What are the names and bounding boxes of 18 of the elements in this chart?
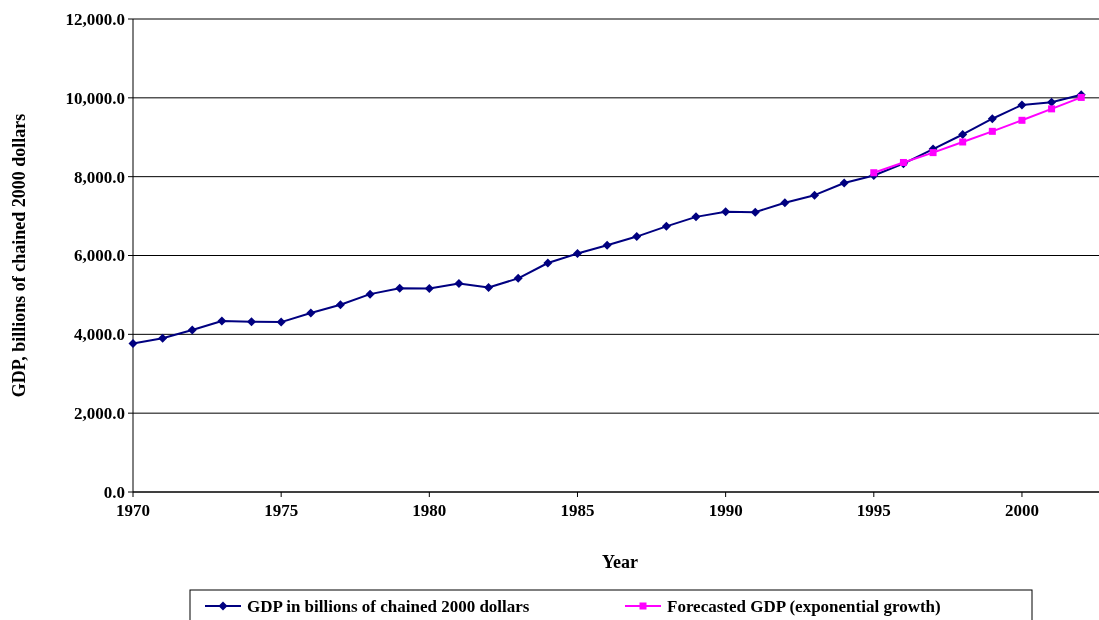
y-tick-label: 6,000.0 (74, 246, 125, 266)
x-tick-label: 1980 (412, 501, 447, 520)
x-tick-label: 1975 (264, 501, 299, 520)
x-axis-title: Year (602, 552, 638, 572)
x-tick-label: 2000 (1004, 501, 1039, 520)
y-tick-label: 4,000.0 (74, 325, 125, 345)
x-tick-label: 1985 (560, 501, 595, 520)
y-tick-label: 10,000.0 (65, 88, 125, 108)
y-tick-label: 0.0 (103, 482, 125, 502)
x-tick-label: 1990 (708, 501, 743, 520)
x-tick-label: 1995 (856, 501, 891, 520)
legend-label: GDP in billions of chained 2000 dollars (247, 596, 530, 616)
y-tick-label: 8,000.0 (74, 167, 125, 187)
y-tick-label: 12,000.0 (65, 9, 125, 29)
x-tick-label: 1970 (116, 501, 150, 520)
legend-label: Forecasted GDP (exponential growth) (667, 596, 941, 616)
y-axis-title: GDP, billions of chained 2000 dollars (9, 113, 29, 398)
y-tick-label: 2,000.0 (74, 404, 125, 424)
